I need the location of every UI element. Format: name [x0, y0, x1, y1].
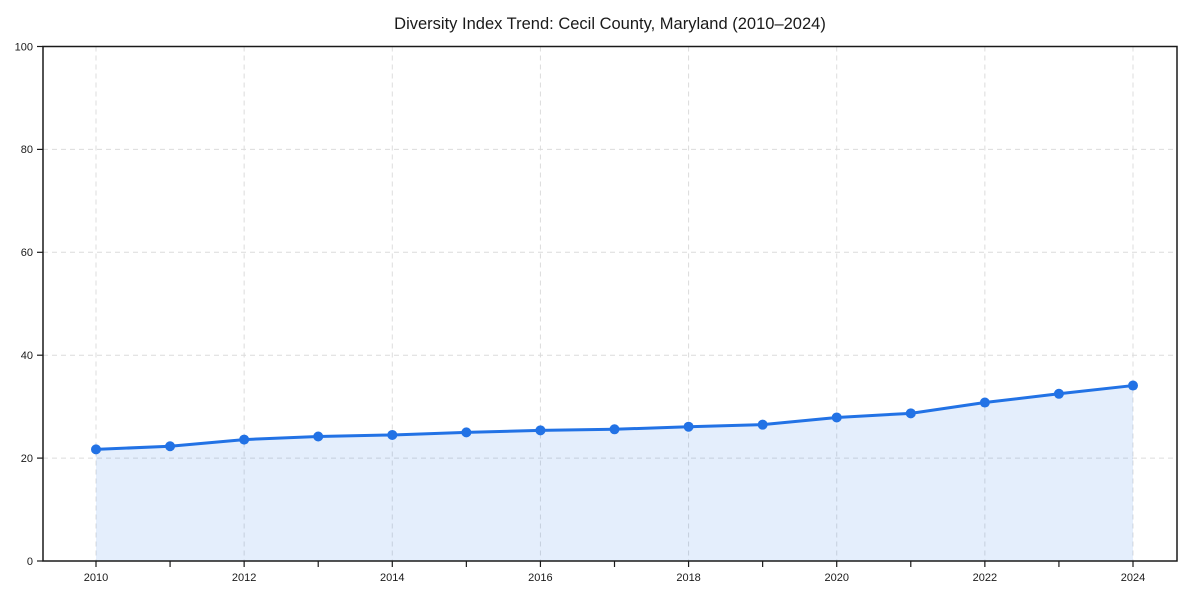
- data-point: [683, 421, 694, 432]
- x-tick-label: 2020: [824, 572, 848, 584]
- area-fill: [96, 385, 1133, 561]
- y-tick-label: 80: [21, 144, 33, 156]
- data-point: [1128, 380, 1138, 391]
- data-point: [1053, 388, 1064, 399]
- data-point: [535, 425, 546, 436]
- data-point: [91, 444, 101, 455]
- y-tick-label: 20: [21, 453, 33, 465]
- x-tick-label: 2024: [1121, 572, 1145, 584]
- y-tick-label: 40: [21, 350, 33, 362]
- x-tick-label: 2014: [380, 572, 404, 584]
- data-point: [979, 397, 990, 408]
- plot-area: 0 20 40 60 80 100 2010 2012 2014 2016 2018 2020 2022…: [15, 41, 1178, 584]
- data-point: [609, 424, 620, 435]
- plot-border: [42, 45, 1178, 562]
- data-point: [239, 434, 250, 445]
- data-point: [905, 408, 916, 419]
- y-tick-label: 0: [27, 556, 33, 568]
- data-point: [165, 441, 176, 452]
- x-tick-label: 2012: [232, 572, 256, 584]
- x-tick-label: 2010: [84, 572, 108, 584]
- data-point: [461, 427, 472, 438]
- data-point: [313, 431, 324, 442]
- y-tick-label: 100: [15, 41, 33, 53]
- x-tick-label: 2022: [973, 572, 997, 584]
- x-tick-label: 2016: [528, 572, 552, 584]
- chart-title: Diversity Index Trend: Cecil County, Mar…: [394, 15, 826, 33]
- x-tick-label: 2018: [676, 572, 700, 584]
- data-point: [831, 412, 842, 423]
- data-point: [757, 419, 768, 430]
- y-tick-label: 60: [21, 247, 33, 259]
- data-point: [387, 429, 398, 440]
